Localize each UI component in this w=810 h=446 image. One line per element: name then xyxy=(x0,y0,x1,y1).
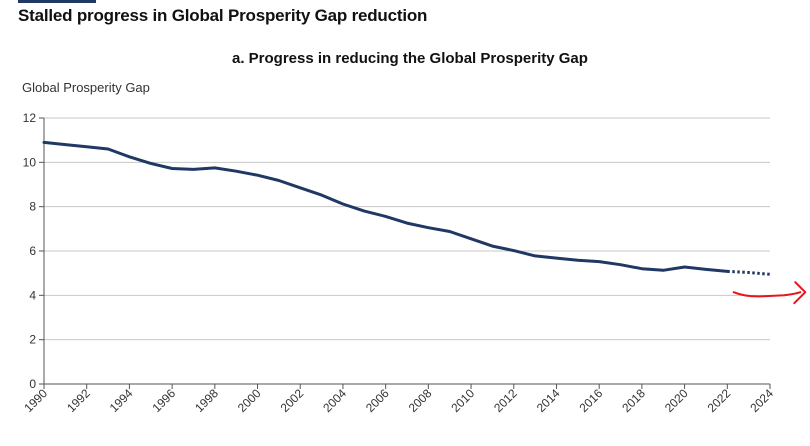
x-tick-label: 2012 xyxy=(491,386,520,415)
x-tick-label: 1992 xyxy=(64,386,93,415)
x-tick-label: 2010 xyxy=(448,386,477,415)
x-tick-label: 1994 xyxy=(107,386,136,415)
x-tick-label: 2000 xyxy=(235,386,264,415)
title-accent-rule xyxy=(18,0,96,3)
x-tick-label: 2018 xyxy=(619,386,648,415)
x-tick-label: 1998 xyxy=(192,386,221,415)
x-tick-label: 1996 xyxy=(149,386,178,415)
annotation-arrow-head xyxy=(793,281,807,305)
x-tick-label: 2016 xyxy=(577,386,606,415)
y-tick-label: 10 xyxy=(23,155,37,169)
x-tick-label: 2008 xyxy=(406,386,435,415)
y-tick-label: 8 xyxy=(29,200,36,214)
x-tick-label: 2004 xyxy=(320,386,349,415)
y-tick-label: 6 xyxy=(29,244,36,258)
projection-line xyxy=(727,269,771,276)
x-tick-label: 2022 xyxy=(705,386,734,415)
annotation-arrow-shaft xyxy=(732,291,802,298)
y-tick-label: 2 xyxy=(29,333,36,347)
x-tick-label: 2002 xyxy=(278,386,307,415)
y-tick-label: 0 xyxy=(29,377,36,391)
series-line xyxy=(42,140,729,273)
page-title: Stalled progress in Global Prosperity Ga… xyxy=(18,6,428,25)
x-tick-label: 2024 xyxy=(747,386,776,415)
x-tick-label: 2006 xyxy=(363,386,392,415)
y-tick-label: 4 xyxy=(29,288,36,302)
y-axis-label: Global Prosperity Gap xyxy=(22,80,150,95)
x-tick-label: 1990 xyxy=(21,386,50,415)
x-tick-label: 2014 xyxy=(534,386,563,415)
chart-title: a. Progress in reducing the Global Prosp… xyxy=(232,50,588,67)
y-tick-label: 12 xyxy=(23,111,37,125)
x-tick-label: 2020 xyxy=(662,386,691,415)
